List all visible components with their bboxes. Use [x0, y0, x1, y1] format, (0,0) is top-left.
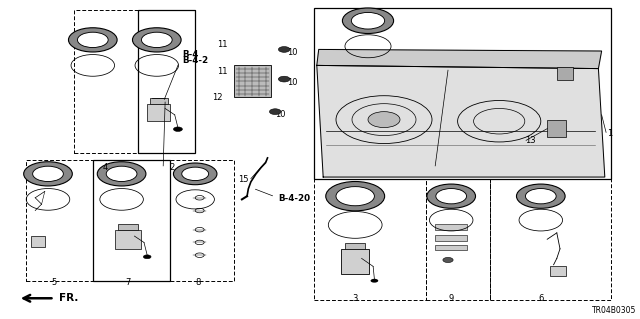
Circle shape: [143, 255, 151, 259]
Text: 3: 3: [353, 294, 358, 303]
Circle shape: [278, 76, 290, 82]
Bar: [341, 249, 369, 274]
Bar: [150, 98, 168, 104]
Circle shape: [77, 32, 108, 48]
Text: FR.: FR.: [59, 293, 78, 303]
Text: 10: 10: [275, 110, 285, 119]
Polygon shape: [317, 65, 605, 177]
Text: 15: 15: [238, 175, 248, 184]
Bar: [74, 10, 195, 153]
Bar: [93, 160, 170, 281]
Bar: [490, 179, 611, 300]
Text: B-4: B-4: [182, 50, 199, 59]
Circle shape: [278, 47, 290, 52]
Text: 14: 14: [557, 69, 567, 78]
Circle shape: [443, 257, 453, 263]
Text: 12: 12: [212, 93, 223, 102]
Bar: [314, 8, 611, 179]
Circle shape: [351, 12, 385, 29]
Circle shape: [427, 184, 476, 208]
Bar: [147, 104, 170, 121]
Text: 7: 7: [125, 278, 131, 287]
Bar: [550, 266, 566, 276]
Bar: [26, 160, 93, 281]
Text: 2: 2: [169, 163, 174, 172]
Text: 5: 5: [52, 278, 57, 287]
Bar: [547, 120, 566, 137]
Text: 10: 10: [287, 48, 297, 57]
Polygon shape: [317, 49, 602, 69]
Bar: [435, 235, 467, 241]
Circle shape: [106, 166, 137, 182]
Text: 11: 11: [217, 40, 227, 48]
Bar: [435, 224, 467, 230]
Bar: [435, 245, 467, 250]
Circle shape: [336, 187, 374, 206]
Bar: [170, 160, 234, 281]
Circle shape: [132, 28, 181, 52]
Text: B-4-2: B-4-2: [182, 56, 209, 65]
Bar: [31, 236, 45, 247]
Text: 9: 9: [449, 294, 454, 303]
Text: 1: 1: [607, 130, 612, 138]
Circle shape: [24, 162, 72, 186]
Text: 13: 13: [525, 137, 536, 145]
Circle shape: [173, 163, 217, 185]
Text: 4: 4: [103, 163, 108, 172]
Bar: [234, 65, 271, 97]
Bar: [557, 67, 573, 80]
Text: B-4-20: B-4-20: [278, 194, 310, 203]
Circle shape: [525, 189, 556, 204]
Bar: [345, 243, 365, 249]
Circle shape: [436, 189, 467, 204]
Text: 6: 6: [538, 294, 543, 303]
Circle shape: [368, 112, 400, 128]
Text: 8: 8: [196, 278, 201, 287]
Bar: [426, 179, 490, 300]
Bar: [138, 10, 195, 153]
Circle shape: [173, 127, 182, 131]
Text: TR04B0305: TR04B0305: [593, 306, 637, 315]
Circle shape: [33, 166, 63, 182]
Circle shape: [68, 28, 117, 52]
Circle shape: [269, 109, 281, 115]
Circle shape: [97, 162, 146, 186]
Circle shape: [182, 167, 209, 181]
Text: 10: 10: [287, 78, 297, 87]
Bar: [115, 230, 141, 249]
Text: 11: 11: [217, 67, 227, 76]
Circle shape: [141, 32, 172, 48]
Circle shape: [371, 279, 378, 283]
Circle shape: [516, 184, 565, 208]
Circle shape: [326, 182, 385, 211]
Circle shape: [342, 8, 394, 33]
Bar: [118, 224, 138, 230]
Bar: [314, 179, 426, 300]
